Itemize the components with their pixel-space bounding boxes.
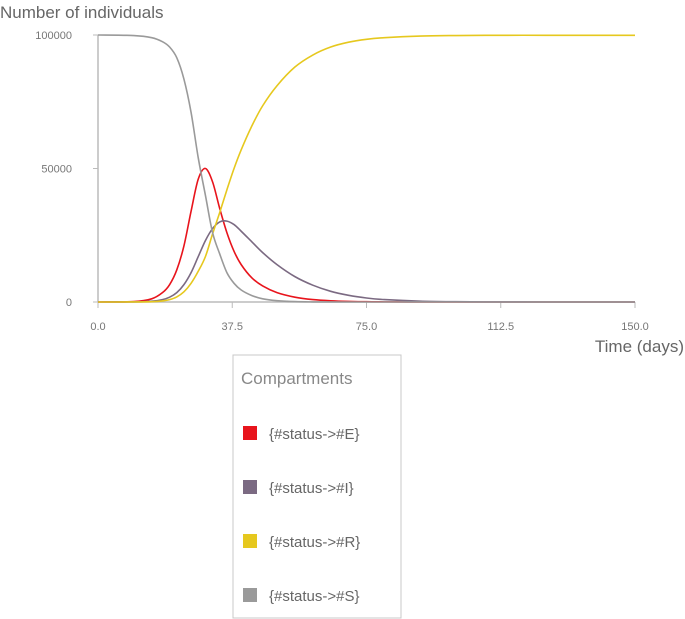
y-tick-label: 50000 <box>41 164 72 176</box>
y-axis-title: Number of individuals <box>0 3 163 22</box>
series-line-2 <box>97 34 635 303</box>
series-lines <box>97 34 635 303</box>
x-tick-label: 150.0 <box>621 321 649 333</box>
legend-label: {#status->#S} <box>269 588 359 605</box>
legend-items: {#status->#E} {#status->#I} {#status->#R} {… <box>243 426 360 605</box>
series-line-0 <box>97 167 635 303</box>
legend: Compartments {#status->#E}{#status->#I}{… <box>232 354 402 619</box>
y-tick-label: 0 <box>66 297 72 309</box>
x-axis-ticks: 0.0 37.5 75.0 112.5 150.0 <box>90 302 649 333</box>
x-axis-title: Time (days) <box>595 337 684 356</box>
legend-swatch <box>243 480 257 494</box>
legend-box <box>232 354 402 619</box>
legend-title: Compartments <box>241 369 352 388</box>
y-tick-label: 100000 <box>35 30 72 42</box>
x-tick-label: 37.5 <box>222 321 243 333</box>
y-axis-ticks: 0 50000 100000 <box>35 30 98 309</box>
x-tick-label: 112.5 <box>487 321 514 333</box>
legend-swatch <box>243 534 257 548</box>
x-tick-label: 0.0 <box>90 321 105 333</box>
series-line-3 <box>97 34 635 303</box>
x-tick-label: 75.0 <box>356 321 377 333</box>
legend-label: {#status->#R} <box>269 534 360 551</box>
legend-swatch <box>243 588 257 602</box>
axes <box>97 35 635 303</box>
series-line-1 <box>97 220 635 303</box>
legend-label: {#status->#E} <box>269 426 359 443</box>
legend-swatch <box>243 426 257 440</box>
legend-label: {#status->#I} <box>269 480 354 497</box>
